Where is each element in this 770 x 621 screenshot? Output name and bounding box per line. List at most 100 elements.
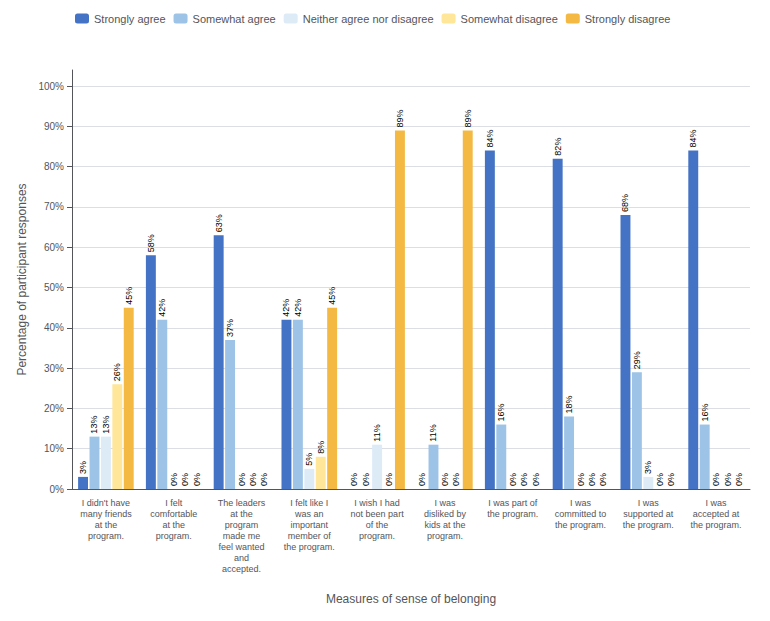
svg-text:82%: 82% [553,138,563,156]
svg-text:42%: 42% [293,299,303,317]
svg-text:program.: program. [156,531,192,541]
svg-text:20%: 20% [44,403,64,414]
svg-text:at the: at the [162,520,185,530]
svg-text:important: important [291,520,329,530]
svg-text:0%: 0% [451,473,461,486]
svg-text:84%: 84% [485,130,495,148]
svg-text:Strongly disagree: Strongly disagree [585,13,671,25]
svg-text:member of: member of [288,531,332,541]
svg-text:0%: 0% [50,484,65,495]
svg-text:Neither agree nor disagree: Neither agree nor disagree [303,13,434,25]
svg-text:0%: 0% [259,473,269,486]
svg-text:89%: 89% [395,109,405,127]
svg-text:program.: program. [88,531,124,541]
svg-text:0%: 0% [598,473,608,486]
svg-text:made me: made me [223,531,261,541]
svg-text:0%: 0% [384,473,394,486]
svg-text:0%: 0% [666,473,676,486]
svg-text:0%: 0% [248,473,258,486]
svg-text:I felt like I: I felt like I [290,498,328,508]
svg-text:the program.: the program. [623,520,674,530]
svg-text:29%: 29% [632,351,642,369]
svg-text:60%: 60% [44,242,64,253]
svg-text:Strongly agree: Strongly agree [94,13,166,25]
svg-text:0%: 0% [723,473,733,486]
svg-text:89%: 89% [463,109,473,127]
svg-text:I felt: I felt [165,498,183,508]
svg-text:Somewhat agree: Somewhat agree [193,13,276,25]
svg-text:16%: 16% [496,404,506,422]
svg-text:supported at: supported at [623,509,674,519]
svg-text:many friends: many friends [80,509,132,519]
svg-text:0%: 0% [711,473,721,486]
svg-text:0%: 0% [734,473,744,486]
svg-text:58%: 58% [146,234,156,252]
svg-text:0%: 0% [237,473,247,486]
svg-text:feel wanted: feel wanted [218,542,264,552]
svg-text:10%: 10% [44,443,64,454]
svg-text:the program.: the program. [691,520,742,530]
svg-text:63%: 63% [214,214,224,232]
svg-text:0%: 0% [361,473,371,486]
svg-text:0%: 0% [519,473,529,486]
svg-text:0%: 0% [576,473,586,486]
svg-text:was an: was an [294,509,324,519]
svg-text:45%: 45% [327,287,337,305]
svg-text:90%: 90% [44,121,64,132]
svg-text:80%: 80% [44,161,64,172]
svg-text:program: program [225,520,259,530]
svg-text:0%: 0% [655,473,665,486]
svg-text:committed to: committed to [555,509,607,519]
svg-text:84%: 84% [688,130,698,148]
svg-text:I was part of: I was part of [488,498,538,508]
svg-text:3%: 3% [78,461,88,474]
svg-text:100%: 100% [38,81,64,92]
svg-text:0%: 0% [349,473,359,486]
svg-text:0%: 0% [440,473,450,486]
svg-text:5%: 5% [304,453,314,466]
svg-text:of the: of the [366,520,389,530]
svg-text:I was: I was [434,498,456,508]
svg-text:the program.: the program. [284,542,335,552]
svg-text:0%: 0% [169,473,179,486]
svg-text:11%: 11% [428,424,438,441]
svg-text:0%: 0% [417,473,427,486]
svg-text:I was: I was [706,498,728,508]
svg-text:at the: at the [95,520,118,530]
svg-text:42%: 42% [157,299,167,317]
svg-text:kids at the: kids at the [424,520,465,530]
svg-text:37%: 37% [225,319,235,337]
svg-text:at the: at the [230,509,253,519]
svg-text:0%: 0% [587,473,597,486]
svg-text:0%: 0% [508,473,518,486]
svg-text:30%: 30% [44,363,64,374]
svg-text:45%: 45% [124,287,134,305]
svg-text:13%: 13% [89,416,99,434]
svg-text:70%: 70% [44,201,64,212]
svg-text:3%: 3% [643,461,653,474]
svg-text:I was: I was [638,498,660,508]
svg-text:program.: program. [359,531,395,541]
svg-text:0%: 0% [180,473,190,486]
svg-text:50%: 50% [44,282,64,293]
svg-text:I didn't have: I didn't have [82,498,130,508]
svg-text:68%: 68% [620,194,630,212]
svg-text:13%: 13% [101,416,111,434]
svg-text:not been part: not been part [351,509,405,519]
svg-text:the program.: the program. [487,509,538,519]
svg-text:8%: 8% [316,441,326,454]
svg-text:16%: 16% [700,404,710,422]
svg-text:Percentage of participant resp: Percentage of participant responses [15,183,29,375]
svg-text:and: and [234,553,249,563]
svg-text:accepted.: accepted. [222,564,261,574]
svg-text:I was: I was [570,498,592,508]
svg-text:Somewhat disagree: Somewhat disagree [461,13,558,25]
svg-text:disliked by: disliked by [424,509,467,519]
svg-text:The leaders: The leaders [218,498,266,508]
svg-text:11%: 11% [372,424,382,441]
svg-text:I wish I had: I wish I had [354,498,400,508]
svg-text:18%: 18% [564,395,574,413]
svg-text:program.: program. [427,531,463,541]
svg-text:the program.: the program. [555,520,606,530]
svg-text:comfortable: comfortable [150,509,197,519]
